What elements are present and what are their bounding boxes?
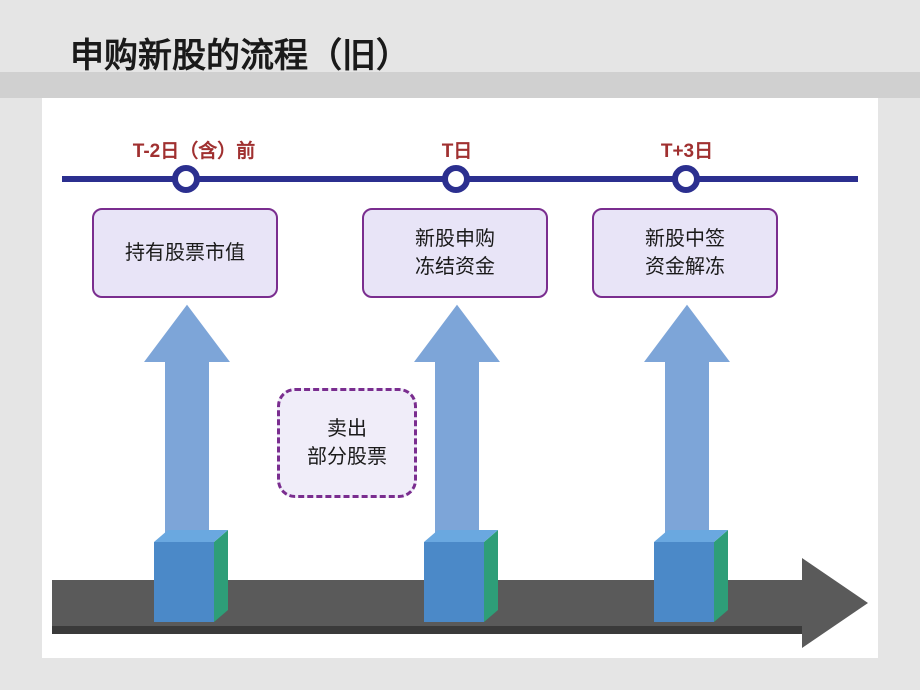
bottom-block-2: [654, 530, 732, 630]
timeline-node-2: [672, 165, 700, 193]
bottom-block-0: [154, 530, 232, 630]
step-box-1: 新股申购 冻结资金: [362, 208, 548, 298]
diagram-content: T-2日（含）前 T日 T+3日 持有股票市值 新股申购 冻结资金 新股中签 资…: [42, 98, 878, 658]
timeline-label-1: T日: [422, 136, 492, 163]
timeline-label-0: T-2日（含）前: [114, 136, 274, 163]
dashed-text: 卖出 部分股票: [307, 415, 387, 471]
step-text-0: 持有股票市值: [125, 239, 245, 267]
dashed-optional-box: 卖出 部分股票: [277, 388, 417, 498]
step-text-2: 新股中签 资金解冻: [645, 225, 725, 281]
page-title: 申购新股的流程（旧）: [70, 28, 410, 77]
up-arrow-2: [642, 303, 732, 568]
step-text-1: 新股申购 冻结资金: [415, 225, 495, 281]
timeline-node-0: [172, 165, 200, 193]
timeline-label-2: T+3日: [642, 136, 732, 163]
up-arrow-0: [142, 303, 232, 568]
bottom-block-1: [424, 530, 502, 630]
step-box-0: 持有股票市值: [92, 208, 278, 298]
step-box-2: 新股中签 资金解冻: [592, 208, 778, 298]
timeline-node-1: [442, 165, 470, 193]
up-arrow-1: [412, 303, 502, 568]
